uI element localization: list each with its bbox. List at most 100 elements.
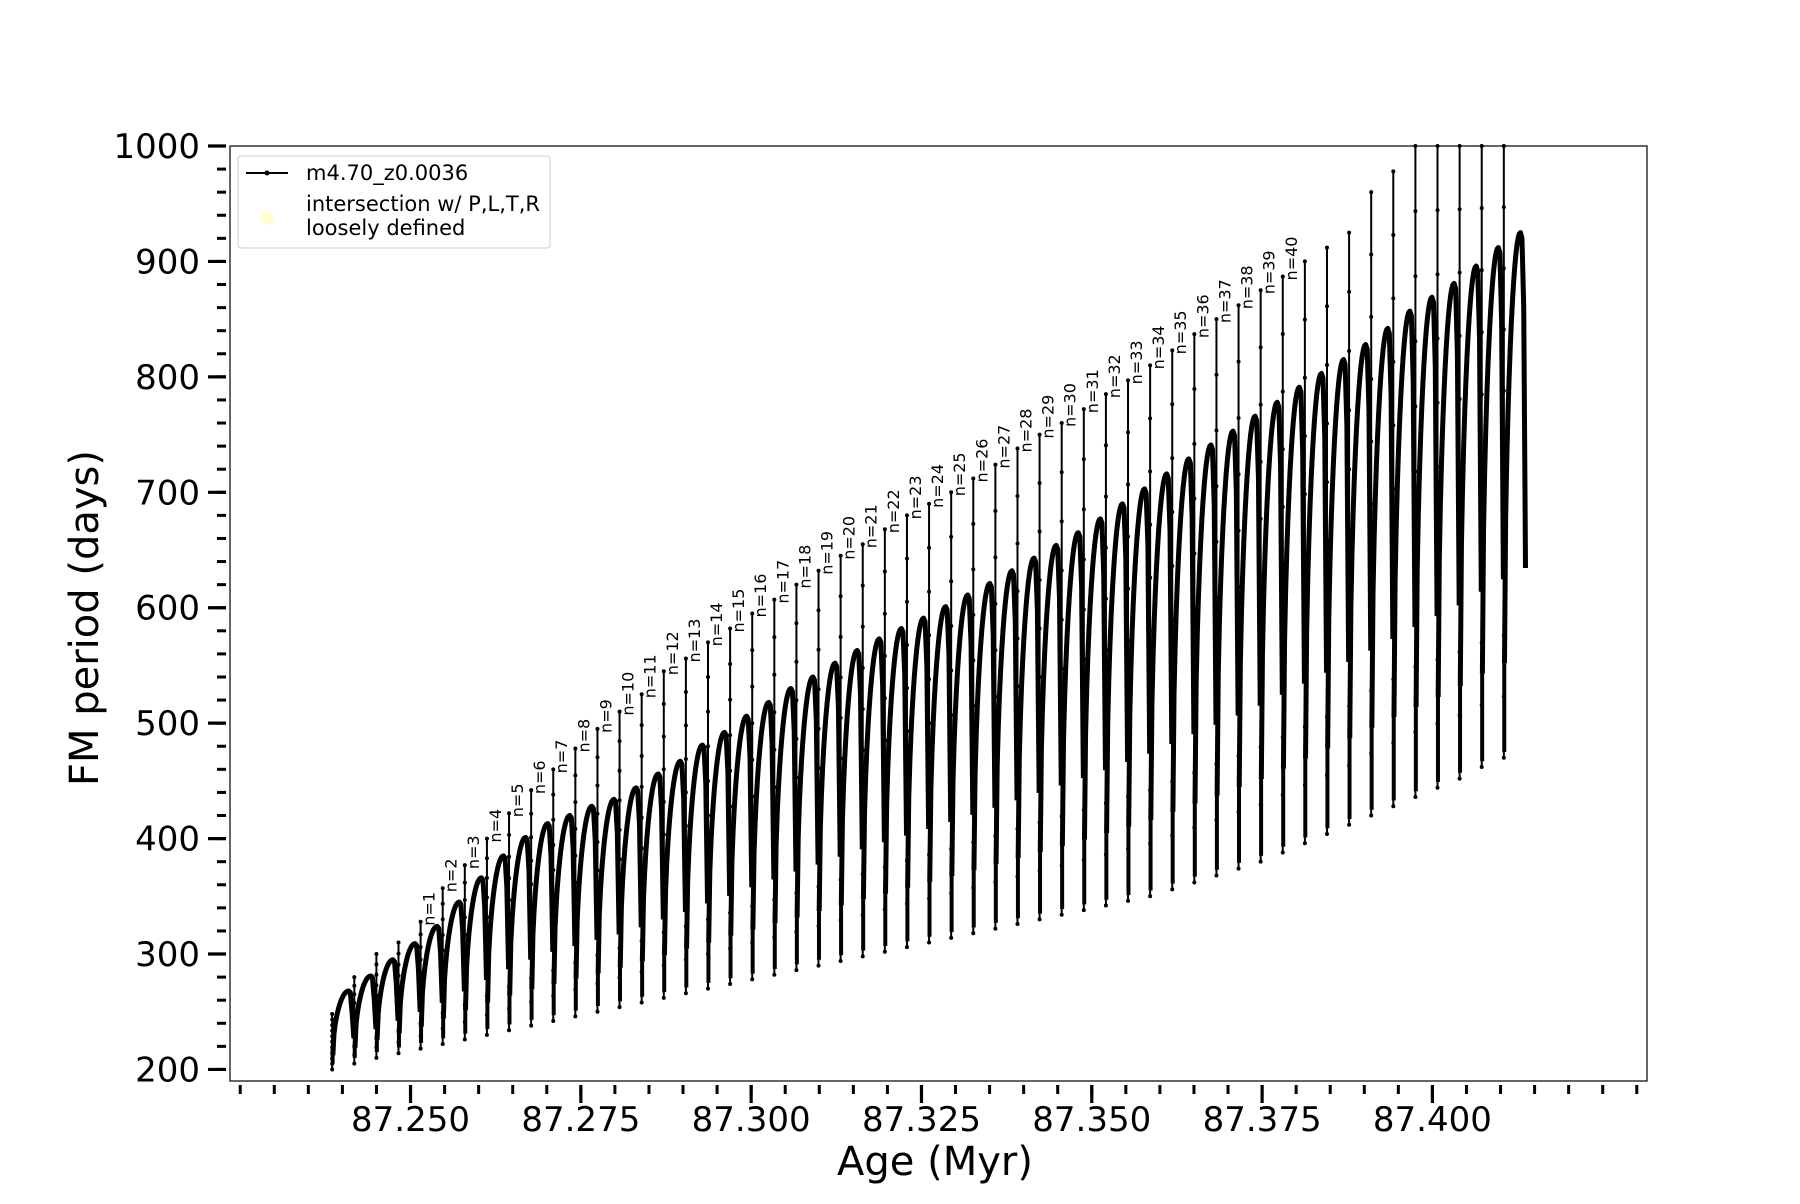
pulse-spike-point (573, 800, 578, 805)
pulse-spike-point (529, 1023, 534, 1028)
pulse-spike-point (595, 783, 600, 788)
pulse-spike-point (661, 995, 666, 1000)
pulse-spike-point (661, 832, 666, 837)
y-axis: 200 300 400 500 600 700 800 900 1000 (113, 127, 226, 1090)
pulse-cycle (462, 863, 489, 1042)
pulse-bump (352, 973, 379, 1049)
pulse-spike-point (838, 958, 843, 963)
pulse-cycle (595, 726, 622, 1014)
spike-label: n=7 (552, 740, 571, 774)
pulse-cycle (949, 490, 976, 940)
pulse-spike-point (1347, 408, 1352, 413)
pulse-bump (661, 758, 688, 956)
pulse-cycle (484, 836, 512, 1037)
pulse-cycle (661, 669, 688, 1000)
pulse-spike-point (639, 723, 644, 728)
pulse-bump (1457, 263, 1484, 687)
spike-label: n=11 (641, 654, 660, 698)
pulse-cycle (1324, 245, 1352, 836)
pulse-bump (639, 771, 666, 962)
pulse-spike-point (882, 696, 887, 701)
pulse-spike-point (1015, 446, 1020, 451)
pulse-bump (1280, 384, 1307, 769)
pulse-spike-point (1258, 402, 1263, 407)
legend: m4.70_z0.0036 intersection w/ P,L,T,R lo… (237, 155, 551, 249)
pulse-bump (440, 899, 467, 1019)
pulse-bump (1236, 413, 1263, 788)
pulse-spike-point (971, 658, 976, 663)
pulse-spike-point (683, 723, 688, 728)
pulse-bump (1081, 516, 1108, 840)
pulse-cycle (1103, 392, 1131, 908)
pulse-spike-point (949, 579, 954, 584)
pulse-bump (1126, 486, 1153, 827)
pulse-spike-point (440, 1042, 445, 1047)
legend-frame (237, 155, 551, 249)
pulse-spike-point (507, 1028, 512, 1033)
pulse-spike-point (1214, 873, 1219, 878)
pulse-spike-point (705, 744, 710, 749)
pulse-spike-point (1148, 416, 1153, 421)
pulse-spike-point (1037, 529, 1042, 534)
pulse-spike-point (993, 462, 998, 467)
pulse-spike-point (1015, 684, 1020, 689)
pulse-spike-point (882, 569, 887, 574)
pulse-spike-point (617, 1005, 622, 1010)
pulse-bump (772, 686, 799, 924)
pulse-spike-point (949, 935, 954, 940)
pulse-spike-point (904, 599, 909, 604)
pulse-spike-point (1324, 362, 1329, 367)
pulse-spike-point (794, 621, 799, 626)
spike-label: n=31 (1083, 369, 1102, 413)
pulse-spike-point (750, 757, 755, 762)
pulse-spike-point (904, 513, 909, 518)
pulse-cycle (927, 501, 954, 945)
pulse-spike-point (374, 1055, 379, 1060)
pulse-bump (1391, 308, 1418, 718)
pulse-spike-point (1369, 190, 1374, 195)
pulse-cycle (573, 746, 600, 1019)
pulse-spike-point (1192, 606, 1197, 611)
pulse-spike-point (971, 521, 976, 526)
pulse-spike-point (1015, 589, 1020, 594)
pulse-spike-point (1302, 433, 1307, 438)
pulse-spike-point (1126, 534, 1131, 539)
pulse-bump (1258, 399, 1285, 780)
pulse-spike-point (617, 709, 622, 714)
pulse-cycle (705, 640, 733, 991)
pulse-spike-point (1236, 303, 1241, 308)
pulse-spike-point (484, 856, 489, 861)
pulse-spike-point (794, 698, 799, 703)
pulse-spike-point (971, 931, 976, 936)
y-tick-label: 200 (135, 1050, 200, 1090)
pulse-spike-point (595, 868, 600, 873)
pulse-spike-point (1192, 496, 1197, 501)
pulse-bump (551, 813, 578, 985)
pulse-spike-point (551, 842, 556, 847)
pulse-cycle (683, 656, 711, 996)
pulse-spike-point (462, 863, 467, 868)
spike-label: n=6 (530, 760, 549, 794)
pulse-spike-point (705, 986, 710, 991)
pulse-cycle (838, 553, 865, 963)
pulse-cycle (1236, 303, 1263, 871)
pulse-spike-point (1347, 467, 1352, 472)
pulse-spike-point (1501, 327, 1506, 332)
pulse-spike-point (1369, 377, 1374, 382)
pulse-spike-point (1170, 456, 1175, 461)
pulse-spike-point (374, 952, 379, 957)
pulse-cycle (971, 476, 998, 936)
pulse-spike-point (1170, 348, 1175, 353)
pulse-spike-point (705, 674, 710, 679)
marks-layer: n=1n=2n=3n=4n=5n=6n=7n=8n=9n=10 n=11n=12 n… (330, 144, 1528, 1072)
spike-label: n=26 (972, 439, 991, 483)
pulse-spike-point (1148, 894, 1153, 899)
pulse-spike-point (1059, 519, 1064, 524)
pulse-spike-point (418, 970, 423, 975)
pulse-cycle (860, 542, 887, 959)
pulse-cycle (750, 611, 777, 982)
spike-label: n=30 (1061, 383, 1080, 427)
spike-label: n=2 (442, 858, 461, 892)
pulse-bump (1435, 280, 1462, 698)
pulse-spike-point (1369, 314, 1374, 319)
